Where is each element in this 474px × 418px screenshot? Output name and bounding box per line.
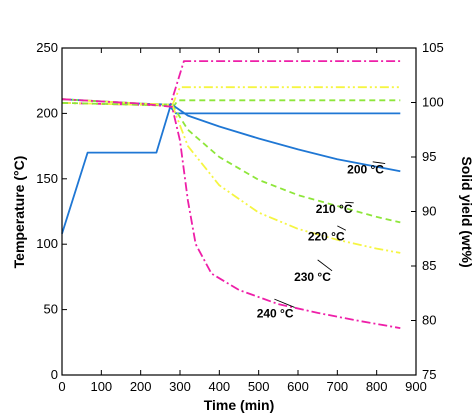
annotation-pointer-3	[337, 225, 347, 231]
annotation-label-4: 230 °C	[294, 270, 331, 284]
annotation-label-5: 240 °C	[257, 306, 294, 320]
series-line-1-left-axis	[61, 106, 401, 234]
right-y-tick-label-80: 80	[422, 313, 436, 328]
annotation-pointer-4	[317, 259, 333, 272]
x-tick-label-700: 700	[326, 379, 348, 394]
right-y-tick-label-105: 105	[422, 40, 444, 55]
x-tick-label-900: 900	[405, 379, 427, 394]
annotation-label-3: 220 °C	[308, 229, 345, 243]
left-y-tick-label-200: 200	[36, 105, 58, 120]
left-y-tick-label-0: 0	[51, 367, 58, 382]
series-layer	[61, 60, 401, 329]
right-y-tick-label-90: 90	[422, 204, 436, 219]
series-line-5-right-axis	[61, 98, 401, 173]
x-tick-label-200: 200	[130, 379, 152, 394]
annotation-pointer-1	[372, 161, 386, 165]
x-tick-label-300: 300	[169, 379, 191, 394]
x-tick-label-100: 100	[90, 379, 112, 394]
left-y-tick-label-100: 100	[36, 236, 58, 251]
series-line-7-right-axis	[61, 98, 401, 254]
x-tick-label-400: 400	[208, 379, 230, 394]
annotation-label-2: 210 °C	[316, 202, 353, 216]
right-y-tick-label-95: 95	[422, 149, 436, 164]
x-tick-label-500: 500	[248, 379, 270, 394]
tick-layer: 0 100 200 300 400 500 600 700 800 900 0 50 100 150 200…	[36, 40, 443, 394]
left-y-axis-title: Temperature (°C)	[11, 156, 27, 269]
x-tick-label-800: 800	[366, 379, 388, 394]
left-y-tick-label-50: 50	[44, 302, 58, 317]
annotation-pointer-5	[274, 298, 295, 308]
annotation-label-1: 200 °C	[347, 163, 384, 177]
right-y-tick-label-100: 100	[422, 95, 444, 110]
series-line-8-right-axis	[61, 98, 401, 329]
annotation-layer: 200 °C 210 °C 220 °C 230 °C 240 °C	[257, 161, 386, 320]
x-tick-label-600: 600	[287, 379, 309, 394]
right-y-axis-title: Solid yield (wt%)	[459, 156, 474, 267]
x-tick-label-0: 0	[58, 379, 65, 394]
left-y-tick-label-250: 250	[36, 40, 58, 55]
plot-frame	[61, 47, 417, 376]
x-axis-title: Time (min)	[204, 397, 275, 413]
series-line-4-left-axis	[61, 99, 401, 107]
right-y-tick-label-85: 85	[422, 258, 436, 273]
series-line-6-right-axis	[61, 98, 401, 224]
right-y-tick-label-75: 75	[422, 367, 436, 382]
left-y-tick-label-150: 150	[36, 171, 58, 186]
series-line-2-left-axis	[61, 60, 401, 107]
